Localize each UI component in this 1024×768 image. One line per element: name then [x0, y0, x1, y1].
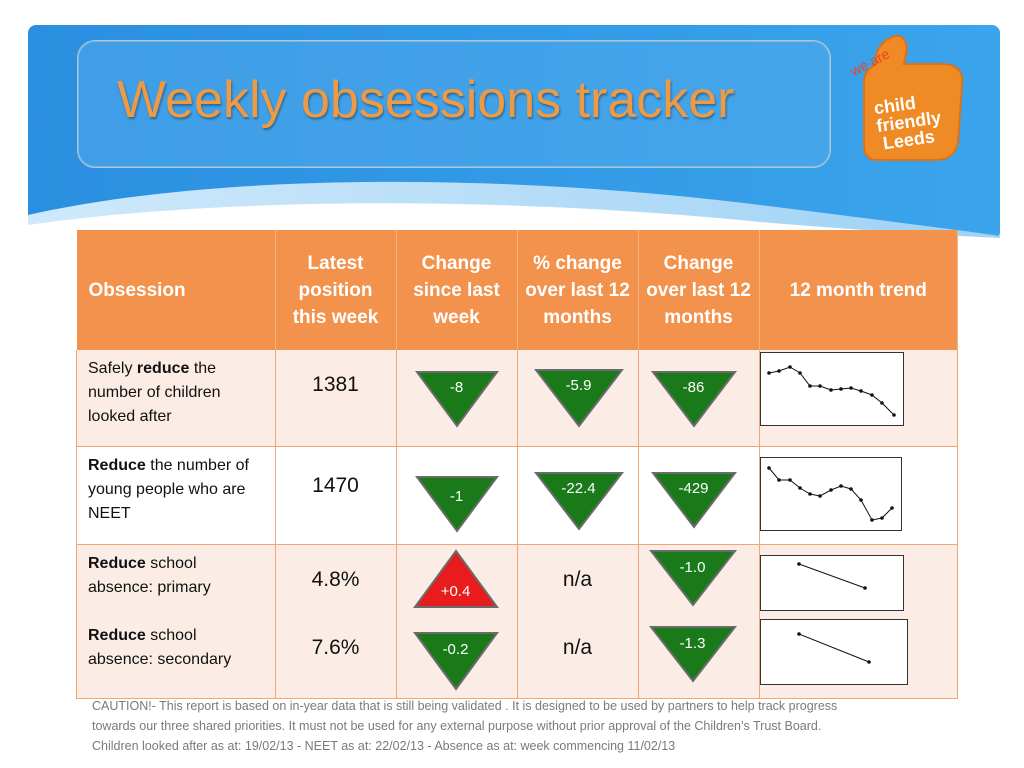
change-week-value: -1 [449, 487, 464, 505]
obsession-cell: Safely reduce the number of children loo… [88, 360, 221, 425]
child-friendly-leeds-logo: we are child friendly Leeds [847, 34, 964, 161]
pct-change-value: n/a [562, 635, 593, 659]
table-header-row: Obsession Latest position this week Chan… [76, 230, 958, 350]
caution-line: CAUTION!- This report is based on in-yea… [92, 699, 838, 713]
pct-change-value: -22.4 [561, 479, 596, 497]
table-row: Safely reduce the number of children loo… [76, 350, 958, 446]
change-week-value: -0.2 [442, 640, 469, 658]
trend-sparkline [759, 554, 904, 611]
down-arrow-icon: -429 [650, 471, 737, 529]
down-arrow-icon: -8 [414, 370, 499, 428]
table-row: Reduce the number of young people who ar… [76, 446, 958, 544]
header-obsession: Obsession [76, 230, 276, 350]
obsession-cell: Reduce the number of young people who ar… [88, 456, 249, 522]
obsession-cell: Reduce school absence: primary [88, 554, 211, 596]
header-change-12: Change over last 12 months [638, 230, 760, 350]
down-arrow-icon: -5.9 [533, 368, 624, 428]
change-12-value: -429 [678, 479, 709, 497]
caution-note: CAUTION!- This report is based on in-yea… [92, 696, 972, 756]
header-pct-change: % change over last 12 months [517, 230, 639, 350]
trend-sparkline [759, 352, 904, 426]
pct-change-value: -5.9 [565, 377, 592, 394]
change-12-value: -1.3 [679, 634, 706, 652]
down-arrow-icon: -1.0 [648, 549, 737, 607]
down-arrow-icon: -86 [650, 370, 737, 428]
header-latest: Latest position this week [275, 230, 397, 350]
caution-line: towards our three shared priorities. It … [92, 719, 822, 733]
up-arrow-icon: +0.4 [412, 548, 499, 609]
latest-value: 1470 [312, 473, 359, 497]
down-arrow-icon: -1 [414, 475, 499, 533]
pct-change-value: n/a [562, 567, 593, 591]
caution-dates-line: Children looked after as at: 19/02/13 - … [92, 739, 676, 753]
change-week-value: +0.4 [440, 582, 471, 600]
trend-sparkline [759, 618, 908, 685]
table-row: Reduce school absence: primary Reduce sc… [76, 544, 958, 698]
obsessions-table: Obsession Latest position this week Chan… [76, 230, 958, 699]
header-trend: 12 month trend [759, 230, 958, 350]
change-12-value: -86 [682, 379, 705, 396]
down-arrow-icon: -22.4 [533, 471, 624, 531]
page-title: Weekly obsessions tracker [117, 71, 735, 129]
header-change-week: Change since last week [396, 230, 518, 350]
latest-value: 7.6% [311, 635, 360, 659]
obsession-cell: Reduce school absence: secondary [88, 626, 232, 668]
change-week-value: -8 [449, 379, 464, 396]
down-arrow-icon: -0.2 [412, 631, 499, 691]
down-arrow-icon: -1.3 [648, 625, 737, 683]
latest-value: 4.8% [311, 567, 360, 591]
change-12-value: -1.0 [679, 558, 706, 576]
trend-sparkline [759, 456, 902, 531]
latest-value: 1381 [312, 373, 359, 396]
title-box [77, 40, 831, 168]
